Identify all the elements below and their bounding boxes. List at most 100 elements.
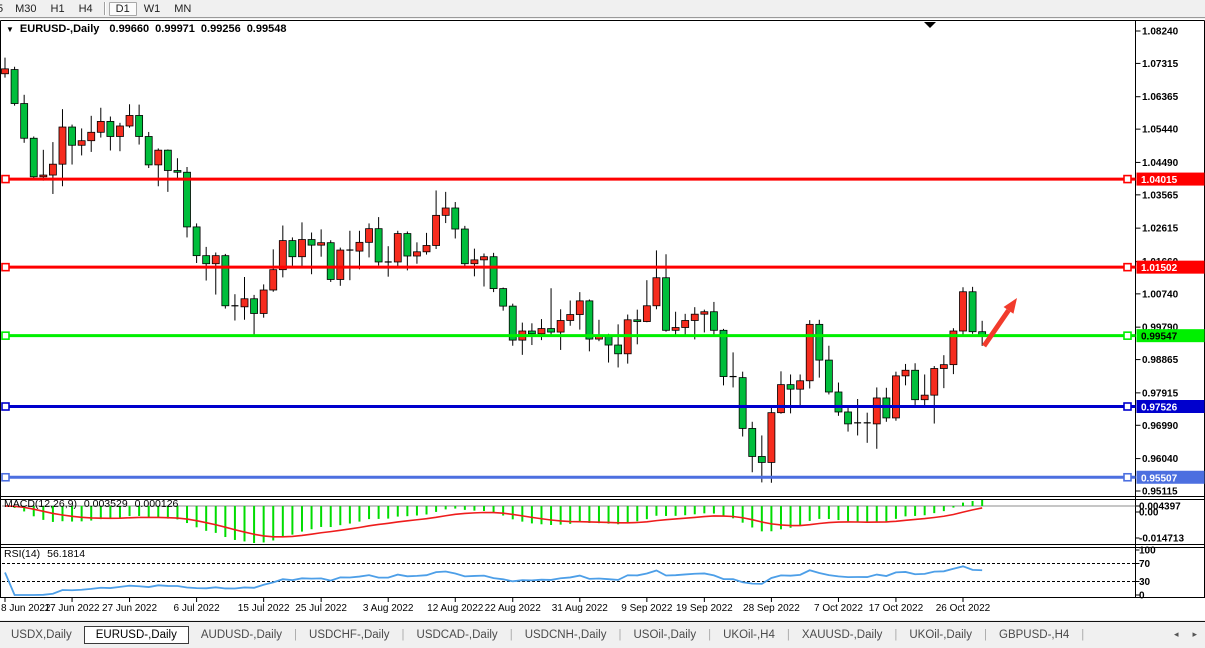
candle-body bbox=[777, 384, 785, 414]
price-axis-label: 0.96040 bbox=[1142, 454, 1179, 465]
candle-doji bbox=[384, 261, 392, 263]
date-label: 12 Aug 2022 bbox=[427, 603, 484, 614]
candle-body bbox=[211, 255, 220, 265]
candle-body bbox=[508, 305, 517, 341]
line-handle[interactable] bbox=[1123, 331, 1132, 340]
tab-usoil-daily[interactable]: USOil-,Daily bbox=[633, 629, 697, 641]
price-axis-label: 1.07315 bbox=[1142, 59, 1179, 70]
candle-body bbox=[671, 327, 680, 331]
symbol-tabbar: USDX,Daily EURUSD-,Daily AUDUSD-,Daily | USD… bbox=[0, 621, 1205, 648]
candle-body bbox=[355, 241, 364, 252]
price-axis-label: 1.03565 bbox=[1142, 190, 1179, 201]
candle-body bbox=[259, 289, 268, 314]
line-handle[interactable] bbox=[1123, 174, 1132, 184]
candle-body bbox=[939, 364, 948, 369]
price-tag bbox=[1136, 400, 1205, 414]
candle-body bbox=[834, 391, 843, 413]
candle-body bbox=[652, 277, 661, 307]
line-handle[interactable] bbox=[1, 331, 10, 340]
price-axis-label: 0.99790 bbox=[1142, 323, 1179, 334]
date-label: 7 Oct 2022 bbox=[814, 603, 863, 614]
candle-body bbox=[116, 125, 124, 137]
tab-ukoil-h4[interactable]: UKOil-,H4 bbox=[723, 629, 775, 641]
line-handle[interactable] bbox=[1, 174, 10, 184]
trend-arrow-shaft[interactable] bbox=[981, 308, 1011, 348]
tab-separator: | bbox=[618, 629, 622, 641]
price-tag bbox=[1136, 172, 1205, 186]
macd-signal-value: 0.000126 bbox=[134, 498, 179, 510]
tab-usdcnh-daily[interactable]: USDCNH-,Daily bbox=[524, 629, 607, 641]
tab-xauusd-daily[interactable]: XAUUSD-,Daily bbox=[801, 629, 883, 641]
price-tag-label: 1.04015 bbox=[1141, 175, 1178, 186]
candle-body bbox=[824, 359, 833, 393]
candle-body bbox=[202, 255, 211, 265]
line-handle[interactable] bbox=[1123, 262, 1132, 272]
candle-body bbox=[269, 269, 278, 291]
candle-body bbox=[173, 170, 182, 173]
price-axis-label: 1.06365 bbox=[1142, 92, 1179, 103]
line-handle[interactable] bbox=[1123, 472, 1132, 482]
tab-separator: | bbox=[786, 629, 790, 641]
candle-body bbox=[135, 115, 144, 137]
candle-body bbox=[815, 323, 824, 361]
candle-body bbox=[767, 412, 776, 463]
candle-body bbox=[163, 149, 172, 171]
candle-body bbox=[920, 394, 929, 401]
candle-body bbox=[221, 255, 230, 307]
date-label: 25 Jul 2022 bbox=[295, 603, 347, 614]
candle-body bbox=[805, 323, 814, 382]
timeframe-button-H1[interactable]: H1 bbox=[50, 2, 65, 15]
tab-eurusd-daily[interactable]: EURUSD-,Daily bbox=[83, 626, 189, 644]
price-axis-label: 1.02615 bbox=[1142, 224, 1179, 235]
date-label: 22 Aug 2022 bbox=[485, 603, 542, 614]
tab-scrollbar: ◂ ▸ bbox=[1174, 629, 1197, 640]
tab-ukoil-daily[interactable]: UKOil-,Daily bbox=[909, 629, 972, 641]
candle-body bbox=[547, 328, 555, 333]
timeframe-button-5[interactable]: 5 bbox=[0, 2, 4, 15]
tab-usdchf-daily[interactable]: USDCHF-,Daily bbox=[309, 629, 390, 641]
timeframe-toolbar: 5 M30 H1 H4 D1 W1 MN bbox=[0, 0, 1205, 18]
tab-usdx-daily[interactable]: USDX,Daily bbox=[11, 629, 72, 641]
macd-axis-label: 0.004397 bbox=[1139, 502, 1181, 513]
candle-body bbox=[451, 207, 460, 230]
tab-scroll-right-icon[interactable]: ▸ bbox=[1192, 629, 1197, 639]
candle-body bbox=[690, 313, 699, 321]
tab-gbpusd-h4[interactable]: GBPUSD-,H4 bbox=[999, 629, 1070, 641]
tab-separator: | bbox=[984, 629, 987, 641]
timeframe-button-D1[interactable]: D1 bbox=[108, 1, 137, 16]
date-label: 6 Jul 2022 bbox=[174, 603, 221, 614]
chart-title: ▼ EURUSD-,Daily 0.99660 0.99971 0.99256 … bbox=[6, 23, 292, 35]
candle-body bbox=[20, 103, 29, 139]
quote-close: 0.99548 bbox=[246, 23, 287, 35]
rsi-name: RSI(14) bbox=[4, 548, 41, 560]
line-handle[interactable] bbox=[1123, 402, 1132, 411]
timeframe-button-H4[interactable]: H4 bbox=[78, 2, 93, 15]
timeframe-button-W1[interactable]: W1 bbox=[143, 2, 161, 15]
price-tag bbox=[1136, 329, 1205, 343]
candle-body bbox=[911, 369, 919, 401]
trend-arrow-head-icon[interactable] bbox=[1003, 298, 1017, 314]
candle-body bbox=[796, 380, 805, 390]
price-axis-label: 0.95115 bbox=[1142, 487, 1178, 498]
candle-doji bbox=[863, 422, 871, 424]
candle-body bbox=[326, 242, 335, 280]
line-handle[interactable] bbox=[1, 262, 10, 272]
chart-dropdown-icon[interactable]: ▼ bbox=[6, 24, 14, 34]
tab-scroll-left-icon[interactable]: ◂ bbox=[1173, 629, 1179, 639]
line-handle[interactable] bbox=[1, 472, 10, 482]
timeframe-button-MN[interactable]: MN bbox=[174, 2, 192, 15]
price-tag-label: 0.99547 bbox=[1141, 332, 1178, 343]
timeframe-button-M30[interactable]: M30 bbox=[15, 2, 37, 15]
tab-separator: | bbox=[1081, 629, 1085, 641]
candle-body bbox=[844, 411, 852, 425]
line-handle[interactable] bbox=[1, 402, 10, 411]
candle-body bbox=[87, 131, 96, 142]
candle-body bbox=[872, 397, 881, 425]
tab-usdcad-daily[interactable]: USDCAD-,Daily bbox=[416, 629, 498, 641]
tab-audusd-daily[interactable]: AUDUSD-,Daily bbox=[200, 629, 283, 641]
candle-body bbox=[633, 319, 642, 322]
date-label: 17 Oct 2022 bbox=[869, 603, 924, 614]
candle-body bbox=[96, 121, 105, 133]
price-axis-label: 1.04490 bbox=[1142, 158, 1179, 169]
candle-body bbox=[930, 368, 939, 396]
